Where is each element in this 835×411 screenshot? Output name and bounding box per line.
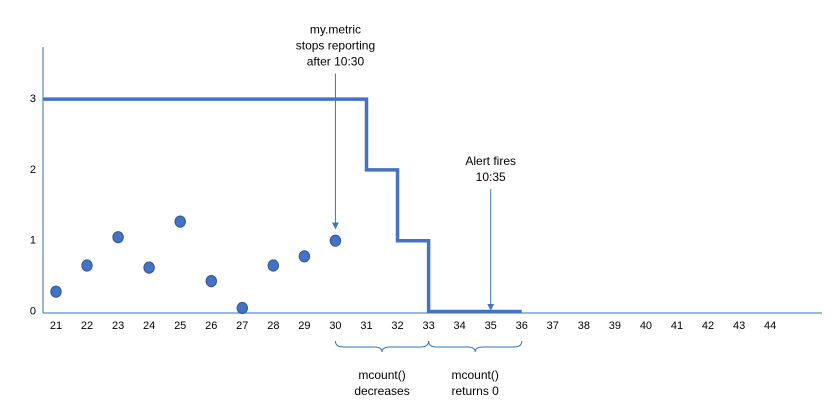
y-tick-label: 1 <box>30 235 36 247</box>
data-point <box>267 259 279 272</box>
data-point <box>205 275 218 288</box>
annotation-label-stops-reporting: after 10:30 <box>307 55 365 69</box>
brace-returns-zero <box>428 340 523 353</box>
y-tick-label: 2 <box>30 164 36 176</box>
x-tick-label: 25 <box>174 320 186 332</box>
data-point <box>298 250 311 263</box>
x-tick-label: 34 <box>454 320 466 332</box>
x-tick-label: 23 <box>112 320 124 332</box>
x-tick-label: 24 <box>143 320 155 332</box>
y-tick-label: 0 <box>30 306 36 318</box>
annotation-label-stops-reporting: stops reporting <box>296 39 375 53</box>
data-point <box>329 234 342 247</box>
x-tick-label: 43 <box>733 320 745 332</box>
data-point <box>81 259 93 272</box>
x-tick-label: 28 <box>267 320 279 332</box>
x-tick-label: 40 <box>640 320 652 332</box>
annotation-label-stops-reporting: my.metric <box>310 23 361 37</box>
x-tick-label: 39 <box>609 320 621 332</box>
data-point <box>112 231 124 244</box>
data-point <box>143 261 155 274</box>
x-tick-label: 26 <box>205 320 217 332</box>
x-tick-label: 37 <box>547 320 559 332</box>
x-tick-label: 42 <box>702 320 714 332</box>
brace-label-decreases: mcount() <box>358 368 405 382</box>
x-tick-label: 21 <box>50 320 62 332</box>
x-tick-label: 32 <box>391 320 403 332</box>
data-point <box>50 285 62 298</box>
x-tick-label: 36 <box>516 320 528 332</box>
y-tick-label: 3 <box>30 93 36 105</box>
annotation-label-alert-fires: Alert fires <box>465 154 516 168</box>
data-point <box>174 215 186 228</box>
brace-label-returns-zero: returns 0 <box>451 384 499 398</box>
x-tick-label: 41 <box>671 320 683 332</box>
x-tick-label: 29 <box>298 320 310 332</box>
step-line-series <box>43 97 522 314</box>
x-tick-label: 31 <box>360 320 372 332</box>
data-point <box>236 301 249 315</box>
brace-label-decreases: decreases <box>354 384 409 398</box>
x-tick-label: 27 <box>236 320 248 332</box>
x-tick-label: 38 <box>578 320 590 332</box>
x-tick-label: 30 <box>329 320 341 332</box>
brace-decreases <box>334 340 430 353</box>
x-tick-label: 22 <box>81 320 93 332</box>
x-tick-label: 44 <box>764 320 776 332</box>
brace-label-returns-zero: mcount() <box>452 368 499 382</box>
x-tick-label: 35 <box>485 320 497 332</box>
annotation-label-alert-fires: 10:35 <box>476 170 506 184</box>
x-tick-label: 33 <box>422 320 434 332</box>
